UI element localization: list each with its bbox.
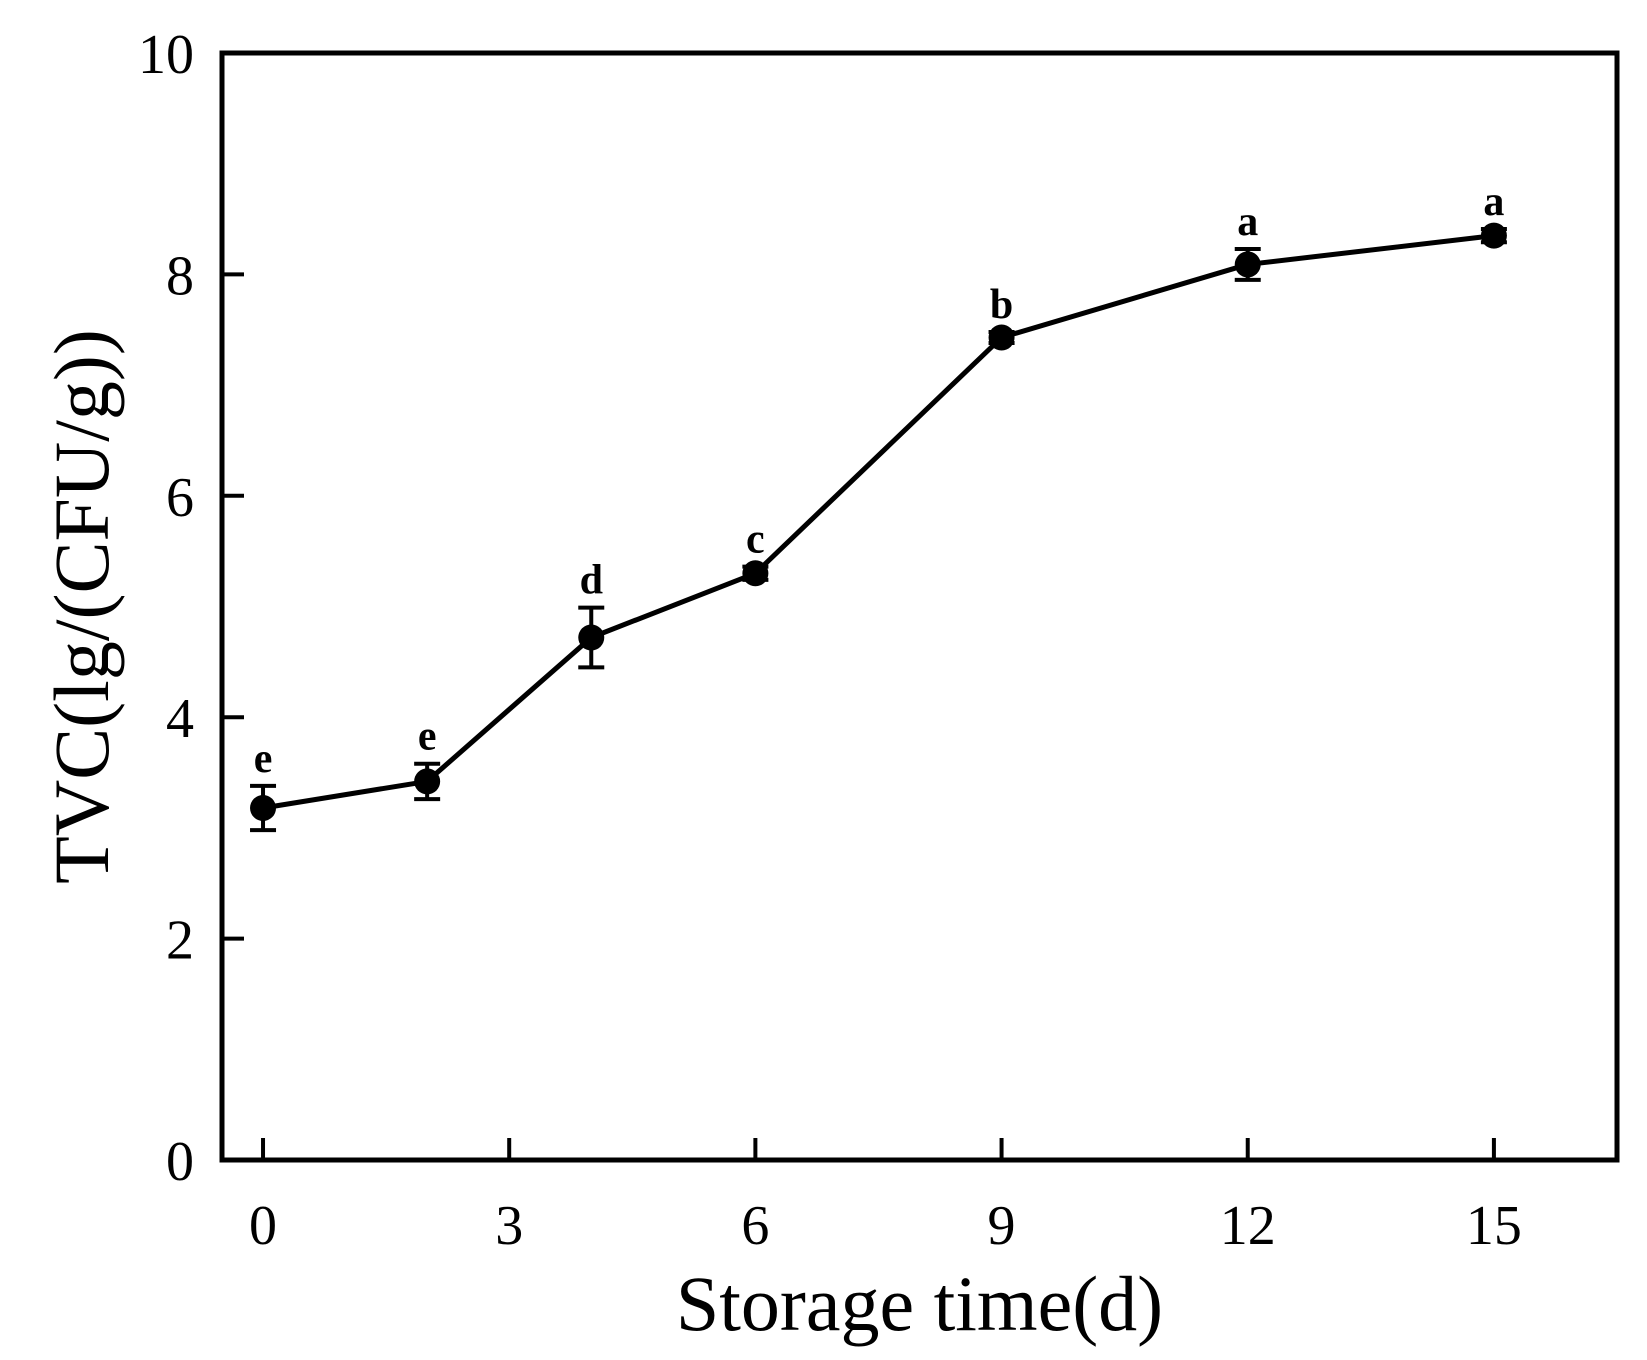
axes-layer: 0 3 6 9 12 15 0 2 4 6 8 10 Storage time(d) TVC(lg/(CF… [38, 24, 1620, 1347]
x-tick-label: 3 [495, 1195, 523, 1257]
x-axis-title: Storage time(d) [676, 1260, 1163, 1347]
y-tick-label: 4 [166, 688, 194, 750]
x-tick-label: 0 [249, 1195, 277, 1257]
y-axis-title: TVC(lg/(CFU/g)) [38, 329, 125, 884]
y-tick-label: 8 [166, 245, 194, 307]
significance-label: d [580, 558, 603, 604]
data-point [1234, 251, 1261, 278]
data-point [250, 794, 277, 821]
significance-label: e [418, 714, 437, 760]
series-layer [250, 222, 1507, 833]
x-tick-label: 12 [1220, 1195, 1276, 1257]
significance-label: c [746, 517, 765, 563]
significance-label: b [990, 282, 1013, 328]
y-tick-label: 2 [166, 910, 194, 972]
data-point [988, 324, 1015, 351]
significance-label: e [254, 736, 273, 782]
data-point [742, 560, 769, 587]
significance-label: a [1237, 199, 1258, 245]
significance-label: a [1483, 179, 1504, 225]
data-point [414, 768, 441, 795]
y-tick-label: 6 [166, 467, 194, 529]
x-tick-label: 15 [1466, 1195, 1522, 1257]
data-point [578, 624, 605, 651]
y-tick-label: 0 [166, 1131, 194, 1193]
plot-frame [219, 50, 1620, 1163]
labels-layer: e e d c b a a [254, 179, 1505, 782]
data-point [1480, 222, 1507, 249]
series-line [262, 233, 1495, 811]
x-tick-label: 9 [988, 1195, 1016, 1257]
x-tick-label: 6 [741, 1195, 769, 1257]
y-tick-label: 10 [138, 24, 194, 86]
